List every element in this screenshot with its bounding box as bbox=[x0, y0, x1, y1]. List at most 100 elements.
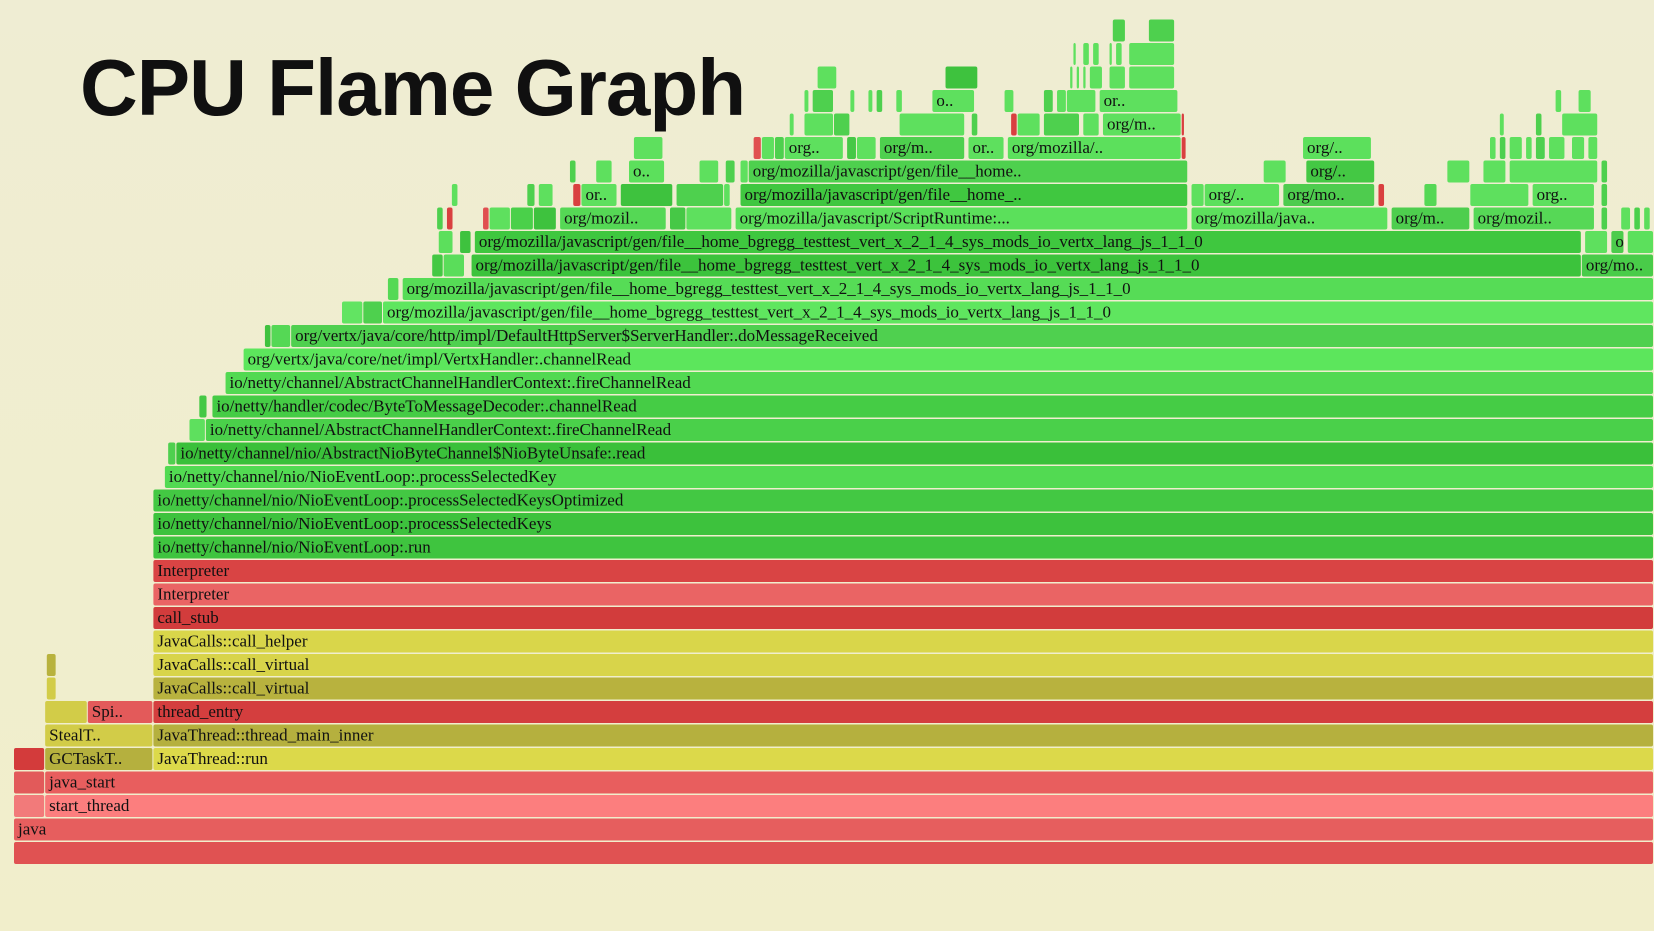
flame-frame[interactable]: org/mozilla/javascript/gen/file__home_bg… bbox=[474, 231, 1581, 253]
flame-frame[interactable] bbox=[1043, 90, 1053, 112]
flame-frame[interactable] bbox=[451, 184, 458, 206]
flame-frame[interactable] bbox=[1621, 207, 1631, 230]
flame-frame[interactable] bbox=[1601, 160, 1608, 183]
flame-frame[interactable] bbox=[46, 654, 56, 676]
flame-frame[interactable] bbox=[789, 113, 794, 136]
flame-frame[interactable] bbox=[432, 254, 443, 277]
flame-frame[interactable]: org/vertx/java/core/net/impl/VertxHandle… bbox=[243, 348, 1654, 371]
flame-frame[interactable] bbox=[633, 137, 663, 159]
flame-frame[interactable] bbox=[1070, 66, 1073, 89]
flame-frame[interactable]: org/mozil.. bbox=[1473, 207, 1594, 230]
flame-frame[interactable] bbox=[699, 160, 719, 183]
flame-frame[interactable]: io/netty/channel/nio/NioEventLoop:.proce… bbox=[153, 513, 1653, 535]
flame-frame[interactable] bbox=[725, 160, 735, 183]
flame-frame[interactable] bbox=[740, 160, 748, 183]
flame-frame[interactable] bbox=[527, 184, 535, 206]
flame-frame[interactable] bbox=[1572, 137, 1585, 159]
flame-frame[interactable]: java_start bbox=[45, 771, 1653, 794]
flame-frame[interactable] bbox=[1601, 207, 1608, 230]
flame-frame[interactable]: o.. bbox=[932, 90, 975, 112]
flame-frame[interactable] bbox=[724, 184, 730, 206]
flame-frame[interactable] bbox=[1057, 90, 1066, 112]
flame-frame[interactable] bbox=[363, 301, 382, 324]
flame-frame[interactable]: JavaCalls::call_helper bbox=[153, 630, 1653, 653]
flame-frame[interactable] bbox=[1483, 160, 1506, 183]
flame-frame[interactable] bbox=[1535, 137, 1545, 159]
flame-frame[interactable]: or.. bbox=[1099, 90, 1178, 112]
flame-frame[interactable] bbox=[46, 677, 56, 700]
flame-frame[interactable]: GCTaskT.. bbox=[45, 748, 153, 770]
flame-frame[interactable] bbox=[1424, 184, 1437, 206]
flame-frame[interactable]: org/m.. bbox=[1102, 113, 1181, 136]
flame-frame[interactable]: o.. bbox=[1611, 231, 1632, 253]
flame-frame[interactable]: StealT.. bbox=[45, 724, 153, 747]
flame-frame[interactable]: org/mozilla/javascript/gen/file__home.. bbox=[748, 160, 1188, 183]
flame-frame[interactable] bbox=[1181, 137, 1186, 159]
flame-frame[interactable] bbox=[1083, 43, 1089, 65]
flame-frame[interactable] bbox=[45, 701, 87, 723]
flame-frame[interactable] bbox=[1076, 66, 1079, 89]
flame-frame[interactable] bbox=[14, 842, 1653, 864]
flame-frame[interactable] bbox=[1562, 113, 1598, 136]
flame-frame[interactable]: io/netty/handler/codec/ByteToMessageDeco… bbox=[212, 395, 1654, 418]
flame-frame[interactable]: org/mozilla/java.. bbox=[1191, 207, 1388, 230]
flame-frame[interactable] bbox=[1112, 19, 1125, 42]
flame-frame[interactable] bbox=[1555, 90, 1562, 112]
flame-frame[interactable] bbox=[1535, 113, 1542, 136]
flame-frame[interactable] bbox=[1089, 66, 1102, 89]
flame-frame[interactable] bbox=[1263, 160, 1286, 183]
flame-frame[interactable] bbox=[1116, 43, 1122, 65]
flame-frame[interactable] bbox=[804, 90, 809, 112]
flame-frame[interactable]: io/netty/channel/nio/AbstractNioByteChan… bbox=[176, 442, 1654, 465]
flame-frame[interactable] bbox=[342, 301, 363, 324]
flame-frame[interactable] bbox=[1447, 160, 1470, 183]
flame-frame[interactable] bbox=[1499, 113, 1504, 136]
flame-frame[interactable] bbox=[1578, 90, 1591, 112]
flame-frame[interactable]: JavaThread::thread_main_inner bbox=[153, 724, 1653, 747]
flame-frame[interactable]: Spi.. bbox=[87, 701, 153, 723]
flame-frame[interactable] bbox=[1017, 113, 1040, 136]
flame-frame[interactable]: org/mozilla/javascript/gen/file__home_.. bbox=[740, 184, 1188, 206]
flame-frame[interactable]: org/mozilla/javascript/ScriptRuntime:... bbox=[735, 207, 1188, 230]
flame-frame[interactable] bbox=[620, 184, 673, 206]
flame-frame[interactable] bbox=[573, 184, 581, 206]
flame-frame[interactable]: org/.. bbox=[1204, 184, 1280, 206]
flame-frame[interactable] bbox=[1470, 184, 1529, 206]
flame-frame[interactable] bbox=[1509, 137, 1522, 159]
flame-frame[interactable] bbox=[271, 325, 291, 347]
flame-frame[interactable] bbox=[1083, 113, 1099, 136]
flame-frame[interactable]: io/netty/channel/nio/NioEventLoop:.proce… bbox=[153, 489, 1653, 512]
flame-frame[interactable] bbox=[847, 137, 856, 159]
flame-frame[interactable] bbox=[945, 66, 978, 89]
flame-frame[interactable] bbox=[850, 90, 855, 112]
flame-frame[interactable] bbox=[971, 113, 978, 136]
flame-frame[interactable] bbox=[460, 231, 471, 253]
flame-frame[interactable] bbox=[446, 207, 453, 230]
flame-frame[interactable]: org/.. bbox=[1303, 137, 1371, 159]
flame-frame[interactable] bbox=[1129, 66, 1175, 89]
flame-frame[interactable] bbox=[856, 137, 876, 159]
flame-frame[interactable] bbox=[437, 207, 443, 230]
flame-frame[interactable]: or.. bbox=[968, 137, 1004, 159]
flame-frame[interactable]: org/mozil.. bbox=[560, 207, 666, 230]
flame-frame[interactable]: io/netty/channel/nio/NioEventLoop:.proce… bbox=[164, 466, 1653, 488]
flame-frame[interactable]: org/mozilla/.. bbox=[1007, 137, 1181, 159]
flame-frame[interactable] bbox=[1073, 43, 1076, 65]
flame-frame[interactable] bbox=[1588, 137, 1598, 159]
flame-frame[interactable] bbox=[676, 184, 724, 206]
flame-frame[interactable] bbox=[1004, 90, 1014, 112]
flame-frame[interactable]: io/netty/channel/nio/NioEventLoop:.run bbox=[153, 536, 1653, 559]
flame-frame[interactable]: Interpreter bbox=[153, 583, 1653, 606]
flame-frame[interactable] bbox=[1378, 184, 1385, 206]
flame-frame[interactable] bbox=[596, 160, 612, 183]
flame-frame[interactable] bbox=[1499, 137, 1506, 159]
flame-frame[interactable]: io/netty/channel/AbstractChannelHandlerC… bbox=[225, 372, 1653, 394]
flame-frame[interactable] bbox=[264, 325, 271, 347]
flame-frame[interactable]: org/vertx/java/core/http/impl/DefaultHtt… bbox=[291, 325, 1653, 347]
flame-frame[interactable] bbox=[1490, 137, 1496, 159]
flame-frame[interactable] bbox=[896, 90, 902, 112]
flame-frame[interactable] bbox=[1585, 231, 1608, 253]
flame-frame[interactable] bbox=[189, 419, 205, 441]
flame-frame[interactable] bbox=[438, 231, 453, 253]
flame-frame[interactable] bbox=[1526, 137, 1532, 159]
